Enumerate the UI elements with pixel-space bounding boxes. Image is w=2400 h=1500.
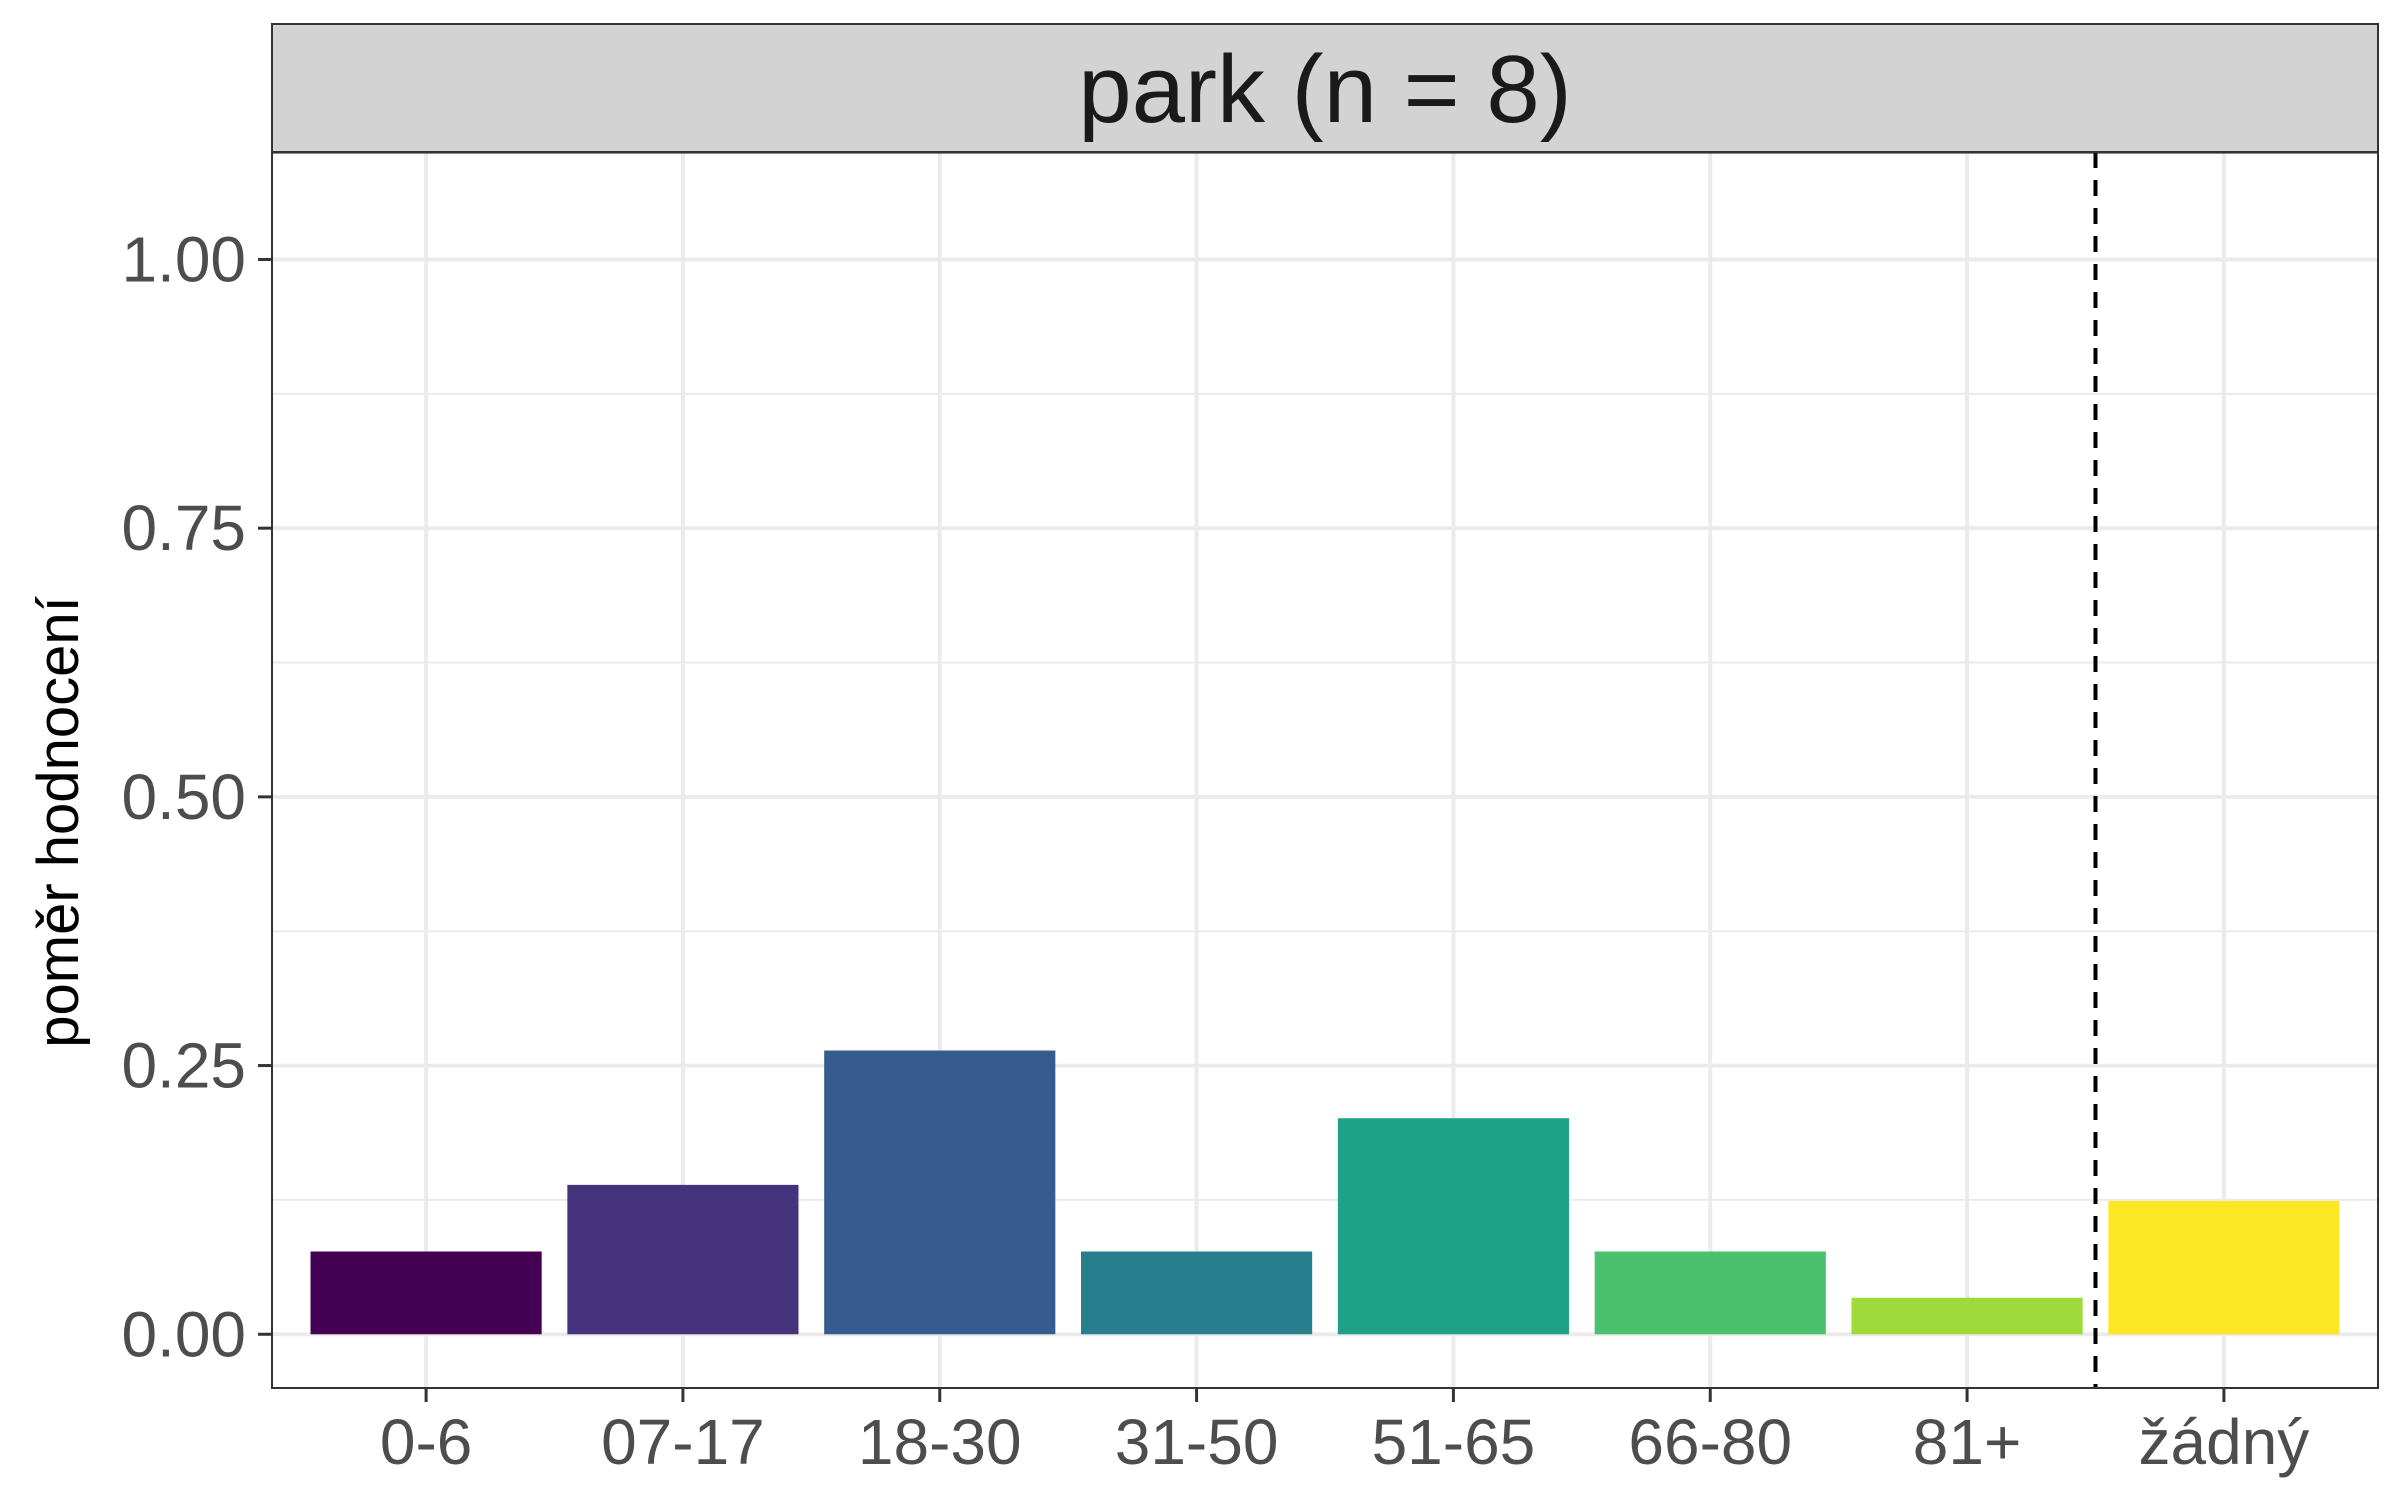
- y-tick-label: 0.75: [121, 492, 246, 564]
- x-tick-label: 18-30: [858, 1406, 1022, 1478]
- x-tick-label: žádný: [2139, 1406, 2310, 1478]
- bar-51-65: [1337, 1118, 1569, 1335]
- bar-31-50: [1081, 1251, 1313, 1335]
- x-tick-label: 07-17: [601, 1406, 765, 1478]
- x-tick-label: 31-50: [1115, 1406, 1279, 1478]
- grid-lines: [272, 152, 2378, 1388]
- bar-0-6: [310, 1251, 542, 1335]
- bars: [310, 1050, 2340, 1335]
- facet-strip: park (n = 8): [271, 23, 2379, 153]
- y-axis-title: poměr hodnocení: [26, 596, 91, 1047]
- y-tick-label: 0.00: [121, 1298, 246, 1370]
- bar-07-17: [567, 1184, 799, 1335]
- x-tick-label: 51-65: [1372, 1406, 1536, 1478]
- x-tick-label: 66-80: [1628, 1406, 1792, 1478]
- y-tick-label: 0.50: [121, 761, 246, 833]
- y-tick-label: 1.00: [121, 223, 246, 295]
- bar-žádný: [2108, 1200, 2340, 1335]
- x-axis: 0-6 07-17 18-30 31-50 51-65 66-80 81+ žádný: [380, 1388, 2309, 1478]
- y-axis: 0.00 0.25 0.50 0.75 1.00: [121, 223, 272, 1370]
- x-tick-label: 0-6: [380, 1406, 473, 1478]
- bar-81+: [1851, 1297, 2083, 1335]
- facet-title: park (n = 8): [1078, 36, 1572, 143]
- bar-18-30: [824, 1050, 1056, 1335]
- facet-strip-background: [271, 23, 2379, 153]
- x-tick-label: 81+: [1913, 1406, 2022, 1478]
- bar-66-80: [1594, 1251, 1826, 1335]
- y-tick-label: 0.25: [121, 1030, 246, 1102]
- plot-background: [272, 152, 2378, 1388]
